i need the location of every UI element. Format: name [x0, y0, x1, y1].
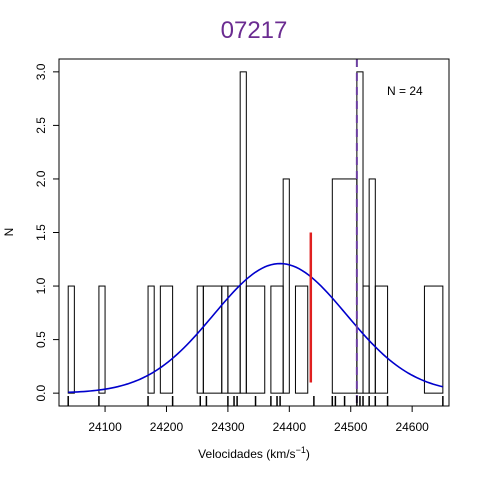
- x-tick-label-2: 24300: [211, 420, 245, 434]
- gaussian-fit-curve: [68, 262, 444, 394]
- histogram-bar-18: [294, 285, 309, 394]
- chart-title: 07217: [221, 17, 288, 44]
- histogram-bar-0: [67, 285, 75, 394]
- x-axis: 24100 24200 24300 24400 24500 24600: [88, 406, 429, 434]
- y-tick-label-4: 2.0: [34, 170, 48, 187]
- x-tick-label-1: 24200: [150, 420, 184, 434]
- x-tick-label-5: 24600: [395, 420, 429, 434]
- y-tick-label-6: 3.0: [34, 63, 48, 80]
- histogram-bar-16: [282, 178, 290, 394]
- x-axis-label-exponent: −1: [296, 445, 306, 455]
- histogram-bar-4: [147, 285, 155, 394]
- histogram-bar-13: [245, 285, 266, 394]
- y-tick-label-3: 1.5: [34, 224, 48, 241]
- x-axis-label: Velocidades (km/s−1): [198, 445, 310, 461]
- x-axis-label-close: ): [306, 447, 310, 461]
- histogram-bar-24: [374, 285, 389, 394]
- histogram-bar-2: [98, 285, 106, 394]
- y-tick-label-5: 2.5: [34, 117, 48, 134]
- x-axis-label-text: Velocidades (km/s: [198, 447, 295, 461]
- histogram-bar-6: [159, 285, 174, 394]
- y-tick-label-0: 0.0: [34, 384, 48, 401]
- y-tick-label-2: 1.0: [34, 277, 48, 294]
- histogram-bar-12: [239, 71, 247, 394]
- velocity-rug-ticks: [67, 396, 444, 406]
- y-tick-label-1: 0.5: [34, 331, 48, 348]
- x-tick-label-3: 24400: [273, 420, 307, 434]
- y-axis-label: N: [2, 228, 16, 237]
- legend-box: [365, 76, 433, 104]
- histogram-bar-26: [423, 285, 444, 394]
- x-tick-label-4: 24500: [334, 420, 368, 434]
- x-tick-label-0: 24100: [88, 420, 122, 434]
- y-axis: 0.0 0.5 1.0 1.5 2.0 2.5 3.0: [34, 63, 59, 401]
- sample-size-label: N = 24: [387, 84, 423, 98]
